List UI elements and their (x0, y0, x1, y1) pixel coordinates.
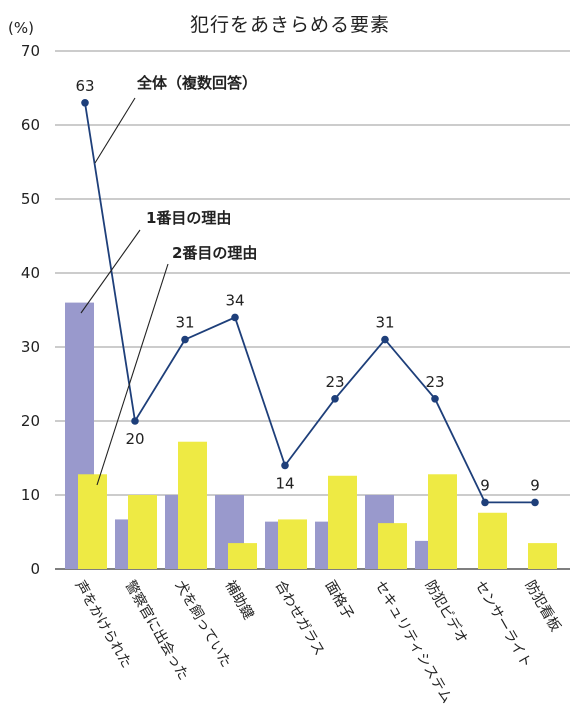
bar-second-reason (428, 474, 457, 569)
data-label-overall: 9 (530, 476, 540, 494)
bar-second-reason (178, 441, 207, 569)
annotation-leader-line (96, 263, 169, 486)
point-overall (381, 335, 389, 344)
y-tick-label: 40 (21, 264, 40, 282)
annotation-leader-line (80, 229, 141, 314)
series-annotation: 1番目の理由 (146, 209, 231, 227)
point-overall (481, 498, 489, 507)
category-label: 面格子 (322, 578, 357, 622)
y-tick-label: 10 (21, 486, 40, 504)
y-axis-unit: (%) (8, 19, 34, 37)
data-label-overall: 31 (175, 314, 194, 332)
chart-title: 犯行をあきらめる要素 (189, 14, 390, 36)
bar-second-reason (278, 519, 307, 569)
category-label: 防犯看板 (522, 578, 564, 634)
line-layer (81, 99, 539, 507)
y-tick-label: 20 (21, 412, 40, 430)
axis-layer: 0 10 20 30 40 50 60 70 (%) (8, 19, 40, 578)
data-label-overall: 34 (225, 291, 244, 309)
category-label: 補助鍵 (222, 578, 257, 622)
data-label-overall: 23 (325, 373, 344, 391)
data-label-overall: 9 (480, 476, 490, 494)
y-tick-label: 0 (30, 560, 40, 578)
data-label-overall: 63 (75, 77, 94, 95)
bar-second-reason (228, 543, 257, 569)
point-overall (331, 395, 339, 403)
data-label-overall: 31 (375, 314, 394, 332)
y-tick-label: 50 (21, 190, 40, 208)
series-annotation: 2番目の理由 (172, 244, 257, 262)
data-label-overall: 23 (425, 373, 444, 391)
y-tick-label: 30 (21, 338, 40, 356)
bar-second-reason (128, 495, 157, 569)
bar-second-reason (378, 523, 407, 569)
point-overall (131, 417, 139, 425)
point-overall (81, 99, 89, 107)
category-label: 防犯ビデオ (422, 578, 472, 647)
annotation-layer: 全体（複数回答） 1番目の理由 2番目の理由 (80, 74, 257, 486)
point-overall (431, 395, 439, 403)
y-tick-label: 70 (21, 42, 40, 60)
category-label: 合わせガラス (272, 578, 328, 659)
grid-layer (55, 50, 570, 570)
bar-layer (65, 302, 557, 569)
line-overall (84, 102, 535, 504)
series-annotation: 全体（複数回答） (136, 74, 257, 92)
point-overall (531, 498, 539, 507)
bar-second-reason (328, 475, 357, 569)
y-tick-label: 60 (21, 116, 40, 134)
data-label-overall: 14 (275, 474, 294, 492)
annotation-leader-line (94, 97, 136, 164)
point-overall (181, 335, 189, 344)
bar-second-reason (478, 512, 507, 569)
point-overall (231, 313, 239, 322)
data-label-overall: 20 (125, 430, 144, 448)
point-overall (281, 461, 289, 470)
bar-second-reason (528, 543, 557, 569)
bar-second-reason (78, 474, 107, 569)
